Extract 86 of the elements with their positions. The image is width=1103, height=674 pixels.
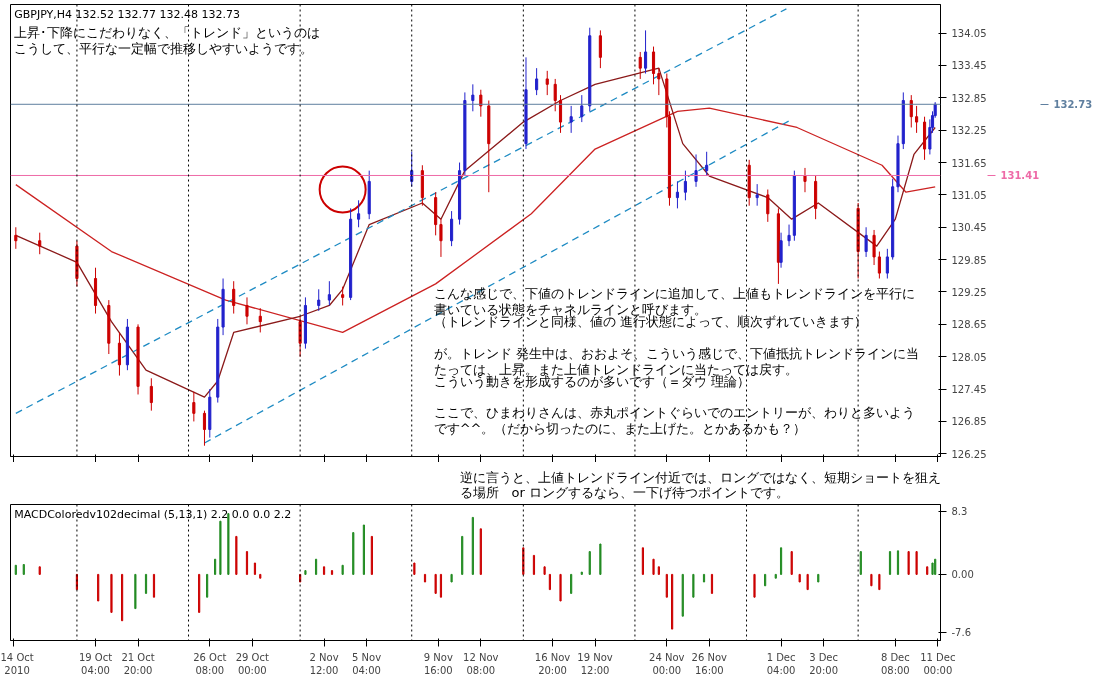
candlestick <box>149 377 153 412</box>
x-tick-label: 14 Oct 2010 <box>0 651 34 674</box>
candlestick <box>357 199 361 228</box>
x-tick-label: 2 Nov 12:00 <box>309 651 339 674</box>
y-tick-label: 128.65 <box>951 319 987 331</box>
candlestick <box>885 248 889 279</box>
y-tick-label: 132.25 <box>951 125 987 137</box>
y-tick-label: 0.00 <box>951 569 974 581</box>
candlestick <box>245 296 249 325</box>
chart-title: MACDColoredv102decimal (5,13,1) 2.2 0.0 0.0 2.2 <box>14 507 292 521</box>
candlestick <box>909 94 913 128</box>
y-tick-label: 131.65 <box>951 157 987 169</box>
candlestick <box>341 286 345 306</box>
y-tick-label: 131.05 <box>951 189 987 201</box>
y-tick-label: 134.05 <box>951 28 987 40</box>
candlestick <box>479 89 483 118</box>
annotation: ここで、ひまわりさんは、赤丸ポイントぐらいでのエントリーが、わりと多いようです^^。（だから切ったのに、また上げた。とかあるかも？） <box>433 404 915 437</box>
y-tick-label: 133.45 <box>951 60 987 72</box>
text: 逆に言うと、上値トレンドライン付近では、ロングではなく、短期ショートを狙える場所 or ロングするなら、一下げ待つポイントです。 <box>459 469 941 500</box>
x-tick-label: 11 Dec 00:00 <box>920 651 956 674</box>
candlestick <box>915 105 919 134</box>
candlestick <box>317 288 321 312</box>
line-series <box>15 67 936 398</box>
y-tick-label: 126.25 <box>951 448 987 460</box>
candlestick <box>553 78 557 112</box>
x-tick-label: 8 Dec 08:00 <box>880 651 910 674</box>
candlestick <box>787 224 791 247</box>
y-tick-label: 130.45 <box>951 222 987 234</box>
x-tick-label: 3 Dec 20:00 <box>809 651 839 674</box>
x-tick-label: 9 Nov 16:00 <box>423 651 453 674</box>
candlestick <box>683 170 687 201</box>
y-tick-label: 129.25 <box>951 286 987 298</box>
candlestick <box>232 280 236 315</box>
x-tick-label: 1 Dec 04:00 <box>766 651 796 674</box>
x-tick-label: 21 Oct 20:00 <box>121 651 155 674</box>
candlestick <box>327 280 331 306</box>
x-tick-label: 19 Oct 04:00 <box>78 651 113 674</box>
y-tick-label: 127.45 <box>951 384 987 396</box>
x-tick-label: 26 Oct 08:00 <box>193 651 227 674</box>
candlestick <box>545 70 549 96</box>
y-tick-label: 8.3 <box>951 506 968 518</box>
line-series <box>15 107 936 334</box>
candlestick <box>705 151 709 177</box>
x-tick-label: 24 Nov 00:00 <box>649 651 685 674</box>
candlestick <box>766 189 770 223</box>
candlestick <box>803 167 807 193</box>
y-tick-label: 128.05 <box>951 351 987 363</box>
candlestick <box>864 226 868 258</box>
x-tick-label: 26 Nov 16:00 <box>691 651 728 674</box>
candlestick <box>755 183 759 207</box>
candlestick <box>117 331 122 377</box>
candlestick <box>643 29 648 75</box>
candlestick <box>535 67 539 96</box>
x-tick-label: 12 Nov 08:00 <box>463 651 499 674</box>
chart-title: GBPJPY,H4 132.52 132.77 132.48 132.73 <box>14 7 240 21</box>
ref-line-label: 131.41 <box>1000 170 1040 182</box>
candlestick <box>450 210 454 247</box>
x-tick-label: 5 Nov 04:00 <box>352 651 382 674</box>
y-tick-label: 129.85 <box>951 254 987 266</box>
candlestick <box>38 232 42 255</box>
y-tick-label: -7.6 <box>951 627 972 639</box>
annotation: 上昇･下降にこだわりなく、「トレンド」というのはこうして、平行な一定幅で推移しやすいようです。 <box>14 24 321 57</box>
candlestick <box>779 232 783 269</box>
candlestick <box>14 226 18 250</box>
x-tick-label: 29 Oct 00:00 <box>235 651 269 674</box>
candlestick <box>638 51 642 80</box>
ref-line-label: 132.73 <box>1053 99 1093 111</box>
candlestick <box>651 46 656 85</box>
candlestick <box>657 67 661 96</box>
y-tick-label: 126.85 <box>951 416 987 428</box>
candlestick <box>202 410 207 447</box>
candlestick <box>877 251 881 279</box>
y-tick-label: 132.85 <box>951 92 987 104</box>
candlestick <box>471 83 475 112</box>
candlestick <box>675 180 680 209</box>
candlestick <box>598 29 602 69</box>
candlestick <box>569 105 573 134</box>
x-tick-label: 19 Nov 12:00 <box>577 651 613 674</box>
candlestick <box>192 391 196 422</box>
candlestick <box>580 94 584 123</box>
candlestick <box>872 229 876 266</box>
candlestick <box>558 94 563 134</box>
candlestick <box>439 218 443 258</box>
candlestick <box>258 307 262 333</box>
candlestick <box>694 153 698 188</box>
x-tick-label: 16 Nov 20:00 <box>534 651 571 674</box>
